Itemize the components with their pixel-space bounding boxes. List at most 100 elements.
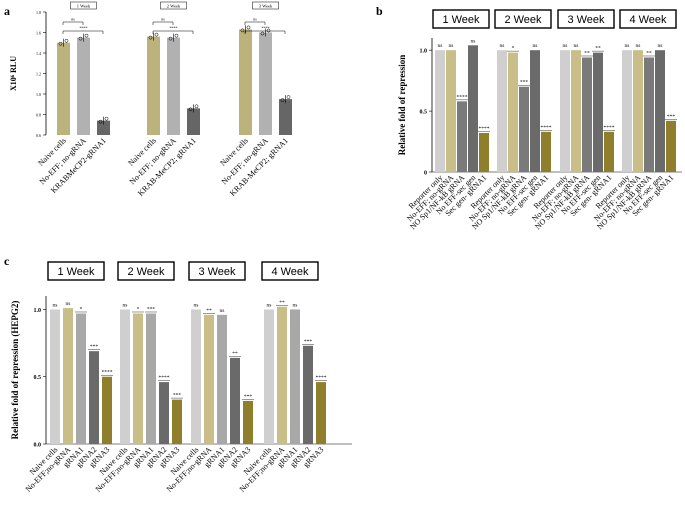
panel-c-bar-g2-3	[230, 357, 240, 444]
panel-a-point-g0-1b	[84, 33, 89, 38]
panel-b-week-title-1: 2 Week	[504, 14, 542, 26]
panel-a-ytick-label-0: 0.6	[36, 133, 41, 138]
panel-b-week-box-1	[494, 9, 552, 29]
panel-c-sig-g2-2: ns	[220, 308, 225, 314]
panel-a-week-box-0	[70, 1, 97, 10]
panel-c-sig-g3-1: **	[279, 300, 285, 306]
panel-b-sig-g3-3: ns	[658, 43, 663, 49]
panel-b-bar-g3-1	[633, 50, 643, 172]
panel-b-sig-g1-1: *	[512, 46, 515, 52]
panel-a-point-g2-2a	[280, 98, 285, 102]
panel-a-bar-g0-1	[77, 37, 90, 135]
panel-b-bar-g0-3	[468, 45, 478, 172]
panel-c-sig-g2-1: **	[206, 308, 212, 314]
panel-b-sig-g2-3: **	[595, 46, 601, 52]
panel-c-week-box-2	[188, 261, 246, 281]
panel-c-bar-g0-0	[50, 309, 60, 444]
panel-a-bar-g2-2	[279, 99, 292, 135]
panel-a-sig-top-1: ns	[161, 17, 165, 22]
panel-b-bar-g2-3	[593, 52, 603, 173]
panel-c-sig-g1-4: ***	[173, 393, 182, 399]
panel-c-week-title-1: 2 Week	[127, 266, 165, 278]
panel-b-bar-g1-4	[541, 131, 551, 172]
panel-b-week-box-3	[619, 9, 677, 29]
panel-c-bar-g1-4	[172, 399, 182, 444]
panel-a-bracket-top-2	[244, 21, 266, 25]
panel-a-week-title-2: 3 Week	[259, 4, 273, 9]
panel-c-letter: c	[4, 254, 10, 268]
panel-c-bar-g0-4	[102, 376, 112, 444]
panel-b-sig-g1-3: ns	[533, 43, 538, 49]
panel-c-sig-g2-4: ***	[244, 394, 253, 400]
panel-b-bar-g3-3	[655, 50, 665, 172]
panel-a-point-g2-1a	[260, 31, 265, 36]
panel-c-week-title-0: 1 Week	[57, 266, 95, 278]
panel-b-week-title-3: 4 Week	[629, 14, 667, 26]
panel-a-ytick-label-5: 1.6	[36, 31, 41, 36]
panel-a-sig-bot-1: ****	[170, 26, 178, 31]
panel-a-point-g1-2b	[194, 104, 199, 109]
panel-c-bar-g2-2	[217, 314, 227, 444]
panel-c-sig-g0-0: ns	[53, 302, 58, 308]
panel-b-sig-g0-4: ****	[479, 126, 490, 132]
panel-a-week-title-0: 1 Week	[77, 4, 91, 9]
panel-b-sig-g1-0: ns	[500, 43, 505, 49]
panel-a-point-g2-0a	[240, 28, 245, 33]
panel-a-point-g1-0a	[148, 35, 153, 40]
panel-c-sig-g3-3: ***	[304, 339, 313, 345]
panel-a-ytick-label-1: 0.8	[36, 113, 41, 118]
panel-c-week-title-2: 3 Week	[198, 266, 236, 278]
panel-b-ytick-label-1: 0.5	[420, 110, 428, 116]
panel-c-bar-g2-0	[191, 309, 201, 444]
panel-c-bar-g0-2	[76, 313, 86, 444]
panel-b-bar-g1-1	[508, 52, 518, 173]
panel-b-bar-g2-4	[604, 131, 614, 172]
panel-a-bracket-bot-0	[62, 30, 104, 34]
panel-a-sig-top-2: ns	[253, 17, 257, 22]
panel-c-sig-g2-3: **	[232, 351, 238, 357]
panel-b-bar-g1-0	[497, 50, 507, 172]
panel-c-week-box-1	[117, 261, 175, 281]
panel-b-sig-g1-4: ****	[541, 125, 552, 131]
panel-b-bar-g2-1	[571, 50, 581, 172]
panel-a-sig-bot-0: ****	[80, 26, 88, 31]
panel-c-ytick-label-1: 0.5	[34, 375, 42, 381]
panel-b-sig-g2-0: ns	[563, 43, 568, 49]
panel-c-sig-g0-4: ****	[102, 370, 113, 376]
panel-b-sig-g0-2: ****	[457, 94, 468, 100]
panel-c-sig-g1-2: ***	[147, 306, 156, 312]
panel-b-bar-g0-4	[479, 133, 489, 172]
panel-a-letter: a	[4, 4, 10, 18]
panel-b-bar-g1-2	[519, 86, 529, 172]
panel-a-point-g0-2b	[104, 116, 109, 121]
panel-b-sig-g3-4: ***	[667, 114, 676, 120]
panel-c-bar-g3-0	[264, 309, 274, 444]
panel-a-bar-g2-1	[259, 32, 272, 135]
panel-b-ytick-label-2: 1.0	[420, 49, 428, 55]
panel-c-week-box-0	[47, 261, 105, 281]
panel-b-sig-g2-2: **	[584, 50, 590, 56]
panel-a-bracket-top-0	[62, 21, 84, 25]
panel-a-point-g0-1a	[78, 36, 83, 41]
panel-c-bar-g3-1	[277, 306, 287, 444]
panel-c-bar-g3-4	[316, 382, 326, 444]
panel-a-bracket-top-1	[152, 21, 174, 25]
panel-c-bar-g3-3	[303, 345, 313, 444]
panel-c-bar-g3-2	[290, 309, 300, 444]
panel-c-sig-g0-3: ***	[90, 344, 99, 350]
panel-a-sig-bot-2: ****	[262, 26, 270, 31]
panel-c-week-box-3	[261, 261, 319, 281]
panel-c-bar-g2-4	[243, 400, 253, 444]
panel-a-week-box-2	[252, 1, 279, 10]
panel-c-ytick-label-2: 1.0	[34, 308, 42, 314]
panel-a-bar-g0-0	[57, 42, 70, 135]
panel-b-sig-g3-2: **	[646, 50, 652, 56]
panel-b-sig-g2-1: ns	[574, 43, 579, 49]
panel-a-point-g0-0a	[58, 41, 63, 46]
panel-c-bar-g1-0	[120, 309, 130, 444]
panel-a-point-g1-1a	[168, 36, 173, 41]
panel-a-bar-g1-1	[167, 37, 180, 135]
panel-a-week-title-1: 2 Week	[167, 4, 181, 9]
panel-b-bar-g3-2	[644, 57, 654, 173]
panel-a-bar-g2-0	[239, 29, 252, 135]
